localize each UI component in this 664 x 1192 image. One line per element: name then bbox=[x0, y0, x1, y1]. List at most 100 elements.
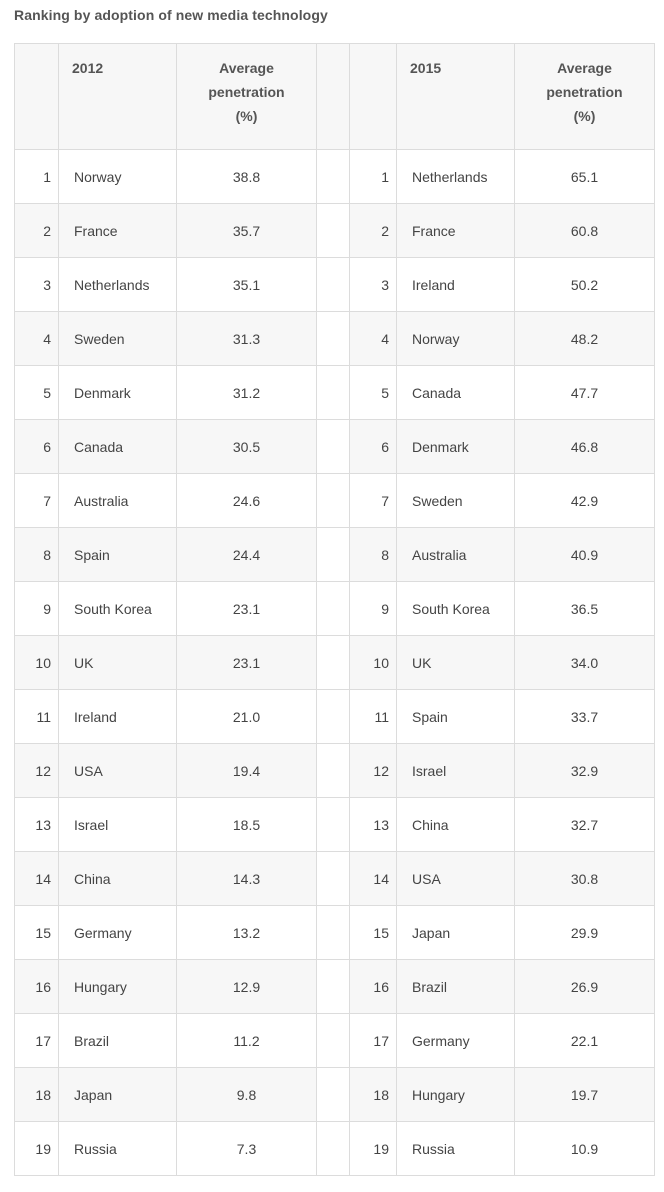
penetration-2012-cell: 31.2 bbox=[176, 365, 317, 420]
avg-header-line2: penetration bbox=[546, 84, 623, 100]
penetration-2015-cell: 47.7 bbox=[514, 365, 655, 420]
country-2015-cell: South Korea bbox=[396, 581, 515, 636]
rank-2015-cell: 4 bbox=[349, 311, 397, 366]
penetration-2012-cell: 23.1 bbox=[176, 581, 317, 636]
year-header-2015: 2015 bbox=[396, 43, 515, 150]
table-row: 1 Norway 38.8 1 Netherlands 65.1 bbox=[14, 149, 655, 204]
penetration-2012-cell: 24.6 bbox=[176, 473, 317, 528]
rank-2015-cell: 9 bbox=[349, 581, 397, 636]
avg-penetration-header-2015: Average penetration (%) bbox=[514, 43, 655, 150]
penetration-2015-cell: 19.7 bbox=[514, 1067, 655, 1122]
table-row: 8 Spain 24.4 8 Australia 40.9 bbox=[14, 527, 655, 582]
penetration-2012-cell: 9.8 bbox=[176, 1067, 317, 1122]
rank-2015-cell: 5 bbox=[349, 365, 397, 420]
penetration-2015-cell: 46.8 bbox=[514, 419, 655, 474]
table-row: 10 UK 23.1 10 UK 34.0 bbox=[14, 635, 655, 690]
column-gap bbox=[316, 851, 350, 906]
rank-2012-cell: 17 bbox=[14, 1013, 59, 1068]
rank-2015-cell: 11 bbox=[349, 689, 397, 744]
rank-2015-cell: 18 bbox=[349, 1067, 397, 1122]
penetration-2015-cell: 29.9 bbox=[514, 905, 655, 960]
table-row: 3 Netherlands 35.1 3 Ireland 50.2 bbox=[14, 257, 655, 312]
rank-header-2012 bbox=[14, 43, 59, 150]
country-2015-cell: Brazil bbox=[396, 959, 515, 1014]
column-gap bbox=[316, 203, 350, 258]
country-2015-cell: France bbox=[396, 203, 515, 258]
country-2012-cell: Spain bbox=[58, 527, 177, 582]
country-2012-cell: Australia bbox=[58, 473, 177, 528]
country-2015-cell: USA bbox=[396, 851, 515, 906]
table-row: 2 France 35.7 2 France 60.8 bbox=[14, 203, 655, 258]
column-gap bbox=[316, 365, 350, 420]
avg-penetration-header-2012: Average penetration (%) bbox=[176, 43, 317, 150]
rank-2012-cell: 1 bbox=[14, 149, 59, 204]
country-2012-cell: France bbox=[58, 203, 177, 258]
penetration-2012-cell: 7.3 bbox=[176, 1121, 317, 1176]
table-row: 17 Brazil 11.2 17 Germany 22.1 bbox=[14, 1013, 655, 1068]
column-gap bbox=[316, 1067, 350, 1122]
rank-2015-cell: 6 bbox=[349, 419, 397, 474]
country-2012-cell: USA bbox=[58, 743, 177, 798]
column-gap bbox=[316, 419, 350, 474]
column-gap bbox=[316, 905, 350, 960]
penetration-2015-cell: 34.0 bbox=[514, 635, 655, 690]
column-gap bbox=[316, 797, 350, 852]
country-2015-cell: Ireland bbox=[396, 257, 515, 312]
page-title: Ranking by adoption of new media technol… bbox=[14, 7, 328, 23]
rank-2015-cell: 14 bbox=[349, 851, 397, 906]
table-row: 13 Israel 18.5 13 China 32.7 bbox=[14, 797, 655, 852]
avg-header-line2: penetration bbox=[208, 84, 285, 100]
penetration-2015-cell: 40.9 bbox=[514, 527, 655, 582]
penetration-2012-cell: 23.1 bbox=[176, 635, 317, 690]
penetration-2015-cell: 42.9 bbox=[514, 473, 655, 528]
rank-2015-cell: 8 bbox=[349, 527, 397, 582]
country-2012-cell: Canada bbox=[58, 419, 177, 474]
country-2015-cell: Japan bbox=[396, 905, 515, 960]
table-row: 19 Russia 7.3 19 Russia 10.9 bbox=[14, 1121, 655, 1176]
column-gap bbox=[316, 473, 350, 528]
rank-2015-cell: 7 bbox=[349, 473, 397, 528]
country-2015-cell: China bbox=[396, 797, 515, 852]
table-row: 6 Canada 30.5 6 Denmark 46.8 bbox=[14, 419, 655, 474]
country-2012-cell: Israel bbox=[58, 797, 177, 852]
column-gap bbox=[316, 1121, 350, 1176]
country-2012-cell: Japan bbox=[58, 1067, 177, 1122]
rank-2012-cell: 16 bbox=[14, 959, 59, 1014]
country-2015-cell: UK bbox=[396, 635, 515, 690]
avg-header-line1: Average bbox=[557, 60, 612, 76]
country-2015-cell: Netherlands bbox=[396, 149, 515, 204]
penetration-2015-cell: 48.2 bbox=[514, 311, 655, 366]
rank-2015-cell: 10 bbox=[349, 635, 397, 690]
rank-2012-cell: 2 bbox=[14, 203, 59, 258]
rank-2012-cell: 9 bbox=[14, 581, 59, 636]
rank-2015-cell: 19 bbox=[349, 1121, 397, 1176]
penetration-2012-cell: 31.3 bbox=[176, 311, 317, 366]
penetration-2012-cell: 30.5 bbox=[176, 419, 317, 474]
rank-2012-cell: 15 bbox=[14, 905, 59, 960]
penetration-2012-cell: 19.4 bbox=[176, 743, 317, 798]
penetration-2012-cell: 11.2 bbox=[176, 1013, 317, 1068]
column-gap bbox=[316, 743, 350, 798]
table-row: 18 Japan 9.8 18 Hungary 19.7 bbox=[14, 1067, 655, 1122]
column-gap bbox=[316, 581, 350, 636]
country-2012-cell: Netherlands bbox=[58, 257, 177, 312]
table-row: 12 USA 19.4 12 Israel 32.9 bbox=[14, 743, 655, 798]
column-gap bbox=[316, 257, 350, 312]
column-gap bbox=[316, 959, 350, 1014]
column-gap bbox=[316, 689, 350, 744]
table-row: 14 China 14.3 14 USA 30.8 bbox=[14, 851, 655, 906]
penetration-2012-cell: 14.3 bbox=[176, 851, 317, 906]
rank-2012-cell: 5 bbox=[14, 365, 59, 420]
rank-2012-cell: 3 bbox=[14, 257, 59, 312]
rank-2015-cell: 3 bbox=[349, 257, 397, 312]
rank-2015-cell: 16 bbox=[349, 959, 397, 1014]
penetration-2015-cell: 50.2 bbox=[514, 257, 655, 312]
table-row: 9 South Korea 23.1 9 South Korea 36.5 bbox=[14, 581, 655, 636]
penetration-2012-cell: 38.8 bbox=[176, 149, 317, 204]
table-row: 7 Australia 24.6 7 Sweden 42.9 bbox=[14, 473, 655, 528]
column-gap bbox=[316, 311, 350, 366]
rank-2012-cell: 11 bbox=[14, 689, 59, 744]
avg-header-line1: Average bbox=[219, 60, 274, 76]
rank-2012-cell: 18 bbox=[14, 1067, 59, 1122]
column-gap bbox=[316, 1013, 350, 1068]
